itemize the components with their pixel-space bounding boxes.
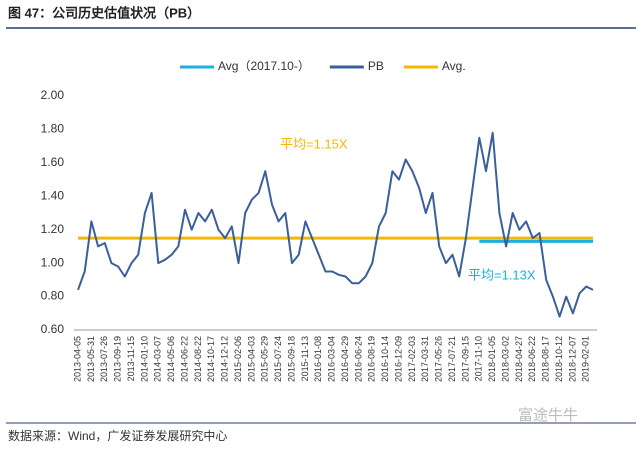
x-tick-label: 2013-07-26	[99, 336, 109, 382]
x-tick-label: 2017-03-31	[420, 336, 430, 382]
x-tick-label: 2018-08-17	[541, 336, 551, 382]
x-tick-label: 2015-09-18	[286, 336, 296, 382]
x-tick-label: 2018-10-12	[554, 336, 564, 382]
x-tick-label: 2014-12-12	[220, 336, 230, 382]
x-tick-label: 2015-07-24	[273, 336, 283, 382]
x-tick-label: 2016-10-14	[380, 336, 390, 382]
y-tick-label: 1.40	[41, 188, 65, 202]
x-tick-label: 2014-01-10	[139, 336, 149, 382]
y-tick-label: 2.00	[41, 88, 65, 102]
x-tick-label: 2015-04-03	[246, 336, 256, 382]
x-tick-label: 2014-03-07	[153, 336, 163, 382]
x-tick-label: 2018-12-07	[567, 336, 577, 382]
x-tick-label: 2015-11-13	[300, 336, 310, 381]
y-tick-label: 0.80	[41, 289, 65, 303]
x-tick-label: 2018-04-27	[514, 336, 524, 382]
x-tick-label: 2016-06-24	[353, 336, 363, 382]
x-tick-label: 2014-05-06	[166, 336, 176, 382]
x-tick-label: 2017-09-15	[460, 336, 470, 382]
x-tick-label: 2014-10-17	[206, 336, 216, 382]
x-tick-label: 2018-01-05	[487, 336, 497, 382]
x-tick-label: 2017-11-10	[474, 336, 484, 381]
chart-title: 图 47：公司历史估值状况（PB）	[8, 5, 200, 20]
y-tick-label: 1.20	[41, 222, 65, 236]
x-tick-label: 2018-06-22	[527, 336, 537, 382]
x-tick-label: 2014-08-22	[193, 336, 203, 382]
watermark: 富途牛牛	[518, 406, 578, 424]
x-tick-label: 2016-08-19	[367, 336, 377, 382]
x-tick-label: 2016-01-08	[313, 336, 323, 382]
x-tick-label: 2013-05-31	[86, 336, 96, 382]
source: 数据来源：Wind，广发证券发展研究中心	[8, 428, 227, 443]
legend-label: PB	[368, 59, 384, 73]
x-tick-label: 2017-07-21	[447, 336, 457, 382]
x-tick-label: 2013-09-19	[113, 336, 123, 382]
x-tick-label: 2017-02-03	[407, 336, 417, 382]
x-tick-label: 2016-03-04	[327, 336, 337, 382]
y-tick-label: 1.00	[41, 255, 65, 269]
y-tick-label: 1.80	[41, 122, 65, 136]
x-tick-label: 2017-05-26	[434, 336, 444, 382]
y-tick-label: 0.60	[41, 322, 65, 336]
annotation: 平均=1.15X	[280, 136, 348, 151]
x-tick-label: 2018-03-02	[500, 336, 510, 382]
legend-label: Avg（2017.10-）	[218, 59, 310, 73]
series-line	[77, 131, 594, 318]
x-tick-label: 2015-02-06	[233, 336, 243, 382]
legend-label: Avg.	[442, 59, 466, 73]
y-tick-label: 1.60	[41, 155, 65, 169]
x-tick-label: 2013-04-05	[72, 336, 82, 382]
annotation: 平均=1.13X	[468, 267, 536, 282]
x-tick-label: 2016-04-29	[340, 336, 350, 382]
x-tick-label: 2016-12-09	[393, 336, 403, 382]
x-tick-label: 2014-06-22	[179, 336, 189, 382]
x-tick-label: 2019-02-01	[581, 336, 591, 382]
x-tick-label: 2013-11-15	[126, 336, 136, 381]
x-tick-label: 2015-05-29	[260, 336, 270, 382]
